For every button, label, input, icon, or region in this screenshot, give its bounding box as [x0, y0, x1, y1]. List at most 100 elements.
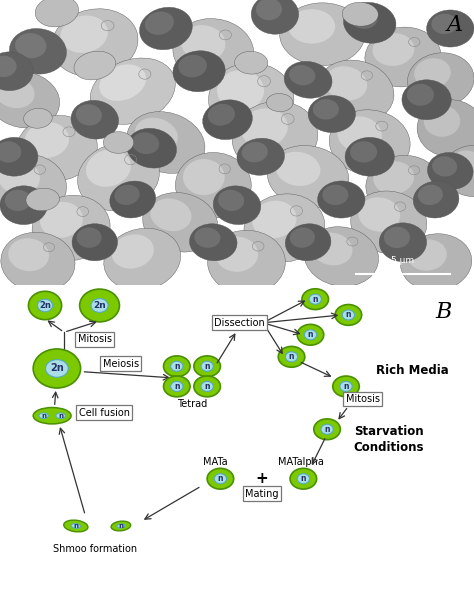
Text: n: n [308, 330, 313, 339]
Ellipse shape [276, 152, 320, 186]
Text: n: n [343, 382, 349, 391]
Ellipse shape [26, 188, 59, 211]
Ellipse shape [72, 224, 118, 261]
Ellipse shape [173, 51, 225, 92]
Ellipse shape [384, 227, 410, 248]
Ellipse shape [288, 9, 335, 44]
Ellipse shape [111, 235, 154, 269]
Ellipse shape [402, 80, 451, 120]
Ellipse shape [242, 142, 268, 162]
Ellipse shape [350, 141, 377, 163]
Ellipse shape [337, 116, 382, 152]
Ellipse shape [208, 104, 235, 125]
Ellipse shape [0, 56, 17, 77]
Text: n: n [73, 523, 78, 529]
Text: MATalpha: MATalpha [278, 457, 324, 467]
Ellipse shape [111, 521, 131, 531]
Ellipse shape [194, 227, 220, 248]
Ellipse shape [244, 194, 325, 262]
Ellipse shape [0, 186, 47, 224]
Ellipse shape [46, 359, 68, 377]
Text: Tetrad: Tetrad [177, 399, 207, 409]
Ellipse shape [408, 239, 447, 271]
Ellipse shape [139, 7, 192, 50]
Ellipse shape [209, 63, 294, 137]
Text: +: + [256, 471, 268, 486]
Ellipse shape [313, 99, 339, 119]
Ellipse shape [99, 64, 146, 101]
Text: n: n [174, 382, 180, 391]
Ellipse shape [432, 156, 457, 176]
Ellipse shape [417, 100, 474, 157]
Ellipse shape [91, 299, 108, 313]
Ellipse shape [308, 95, 356, 133]
Ellipse shape [64, 520, 88, 532]
Ellipse shape [40, 202, 83, 238]
Ellipse shape [427, 10, 474, 47]
Ellipse shape [251, 0, 299, 34]
Text: B: B [435, 301, 451, 323]
Ellipse shape [345, 137, 394, 176]
Ellipse shape [256, 0, 282, 20]
Text: n: n [346, 310, 351, 319]
Ellipse shape [183, 159, 225, 195]
Ellipse shape [284, 61, 332, 98]
Ellipse shape [171, 361, 183, 371]
Ellipse shape [407, 84, 434, 106]
Ellipse shape [0, 154, 66, 217]
Ellipse shape [379, 223, 427, 262]
Ellipse shape [15, 33, 46, 58]
Ellipse shape [104, 228, 181, 290]
Ellipse shape [290, 227, 315, 248]
Ellipse shape [164, 376, 190, 397]
Ellipse shape [237, 138, 284, 175]
Ellipse shape [190, 224, 237, 261]
Ellipse shape [351, 191, 427, 254]
Ellipse shape [321, 424, 333, 434]
Ellipse shape [173, 19, 254, 84]
Ellipse shape [317, 60, 394, 122]
Ellipse shape [0, 71, 60, 128]
Ellipse shape [86, 149, 131, 187]
Ellipse shape [208, 230, 285, 294]
Ellipse shape [56, 413, 65, 419]
Ellipse shape [114, 185, 140, 205]
Text: Mitosis: Mitosis [78, 334, 112, 344]
Ellipse shape [33, 349, 81, 388]
Ellipse shape [194, 356, 220, 377]
Ellipse shape [8, 238, 49, 271]
Text: n: n [41, 413, 46, 419]
Ellipse shape [71, 100, 118, 139]
Ellipse shape [171, 382, 183, 391]
Text: n: n [174, 362, 180, 371]
Ellipse shape [349, 7, 378, 29]
Ellipse shape [194, 376, 220, 397]
Ellipse shape [181, 25, 226, 61]
Text: Dissection: Dissection [214, 318, 265, 328]
Text: Mating: Mating [246, 488, 279, 499]
Ellipse shape [401, 234, 472, 290]
Text: n: n [218, 474, 223, 483]
Ellipse shape [449, 151, 474, 179]
Ellipse shape [213, 186, 261, 224]
Text: Rich Media: Rich Media [376, 364, 449, 377]
Ellipse shape [0, 137, 38, 176]
Ellipse shape [342, 310, 355, 320]
Text: Shmoo formation: Shmoo formation [53, 544, 137, 554]
Ellipse shape [366, 155, 440, 215]
Ellipse shape [266, 94, 293, 112]
Ellipse shape [17, 115, 97, 181]
Text: 5 μm: 5 μm [392, 256, 414, 265]
Ellipse shape [413, 181, 459, 218]
Ellipse shape [304, 227, 379, 286]
Ellipse shape [203, 100, 252, 140]
Text: n: n [301, 474, 306, 483]
Ellipse shape [201, 382, 213, 391]
Ellipse shape [74, 51, 116, 80]
Ellipse shape [408, 53, 474, 107]
Text: n: n [312, 295, 318, 304]
Ellipse shape [0, 77, 35, 108]
Ellipse shape [90, 58, 175, 124]
Ellipse shape [5, 190, 31, 211]
Ellipse shape [39, 413, 48, 419]
